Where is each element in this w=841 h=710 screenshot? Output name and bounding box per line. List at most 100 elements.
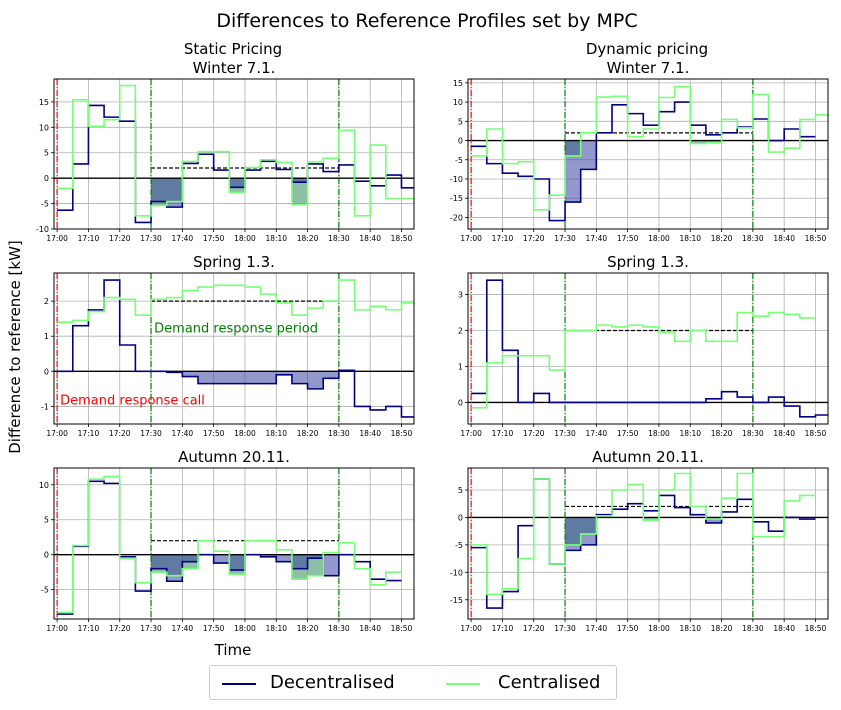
axes-frame [467, 78, 829, 230]
y-tick-label: 10 [39, 123, 49, 132]
axes-frame [53, 272, 415, 425]
x-tick-label: 17:30 [140, 234, 162, 243]
panel-5: Autumn 20.11. 17:00 17:10 17:20 17:30 17:40 17… [39, 448, 415, 633]
y-tick-label: 3 [458, 291, 463, 300]
x-tick-label: 17:00 [460, 429, 482, 438]
x-tick-label: 17:30 [140, 429, 162, 438]
y-tick-label: -1 [41, 402, 49, 411]
x-tick-label: 17:30 [140, 624, 162, 633]
x-tick-label: 17:20 [523, 624, 545, 633]
y-tick-label: 0 [458, 398, 463, 407]
legend-centralised-label: Centralised [498, 672, 601, 693]
column-title-static: Static Pricing [184, 40, 282, 58]
y-tick-label: 0 [44, 367, 49, 376]
x-tick-label: 17:20 [109, 234, 131, 243]
y-tick-label: 5 [458, 486, 463, 495]
y-tick-label: 0 [44, 551, 49, 560]
panel-title: Winter 7.1. [193, 59, 276, 77]
x-tick-label: 17:50 [203, 624, 225, 633]
series-centralised [471, 472, 816, 596]
panel-title: Spring 1.3. [193, 253, 275, 271]
x-tick-label: 18:40 [773, 624, 795, 633]
x-tick-label: 17:50 [203, 429, 225, 438]
figure-title: Differences to Reference Profiles set by… [216, 10, 637, 32]
x-tick-label: 18:20 [711, 624, 733, 633]
panel-1: Winter 7.1. 17:00 17:10 17:20 17:30 17:40 17:5… [36, 59, 415, 243]
y-tick-label: 15 [39, 98, 49, 107]
x-tick-label: 18:50 [391, 429, 413, 438]
axes-frame [467, 467, 829, 620]
x-tick-label: 18:10 [679, 624, 701, 633]
y-axis-label: Difference to reference [kW] [6, 240, 24, 454]
y-tick-label: -5 [41, 200, 49, 209]
x-tick-label: 17:50 [617, 234, 639, 243]
y-tick-label: -15 [450, 194, 463, 203]
column-title-dynamic: Dynamic pricing [586, 40, 708, 58]
x-tick-label: 17:40 [172, 429, 194, 438]
x-tick-label: 18:30 [328, 234, 350, 243]
x-tick-label: 17:40 [586, 429, 608, 438]
x-tick-label: 18:40 [359, 429, 381, 438]
legend-decentralised-swatch [222, 683, 256, 685]
y-tick-label: -10 [450, 175, 463, 184]
panel-4: Spring 1.3. 17:00 17:10 17:20 17:30 17:40 17:5… [458, 253, 829, 438]
y-tick-label: 2 [44, 297, 49, 306]
x-tick-label: 18:30 [742, 234, 764, 243]
y-tick-label: 0 [458, 137, 463, 146]
x-tick-label: 17:20 [523, 429, 545, 438]
panel-title: Spring 1.3. [607, 253, 689, 271]
x-tick-label: 18:20 [297, 429, 319, 438]
x-tick-label: 17:50 [617, 624, 639, 633]
y-tick-label: -10 [36, 225, 49, 234]
x-tick-label: 17:00 [46, 234, 68, 243]
x-axis-label: Time [214, 641, 252, 659]
axes-frame [467, 272, 829, 425]
series-decentralised [57, 104, 414, 224]
y-tick-label: 5 [44, 149, 49, 158]
x-tick-label: 18:00 [648, 234, 670, 243]
x-tick-label: 17:10 [78, 234, 100, 243]
y-tick-label: -20 [450, 213, 463, 222]
y-tick-label: -15 [450, 596, 463, 605]
x-tick-label: 17:40 [586, 234, 608, 243]
y-tick-label: 10 [453, 98, 463, 107]
series-centralised [57, 475, 402, 614]
x-tick-label: 18:00 [648, 624, 670, 633]
x-tick-label: 18:50 [391, 624, 413, 633]
annotation-call: Demand response call [60, 394, 205, 409]
x-tick-label: 17:10 [78, 429, 100, 438]
y-tick-label: 15 [453, 79, 463, 88]
x-tick-label: 18:40 [773, 429, 795, 438]
series-decentralised [471, 279, 828, 418]
x-tick-label: 17:40 [172, 624, 194, 633]
x-tick-label: 17:20 [109, 429, 131, 438]
x-tick-label: 18:40 [359, 234, 381, 243]
x-tick-label: 18:00 [234, 429, 256, 438]
series-centralised [471, 311, 816, 409]
x-tick-label: 18:40 [359, 624, 381, 633]
panel-title: Autumn 20.11. [178, 448, 290, 466]
legend-decentralised-label: Decentralised [270, 672, 395, 693]
x-tick-label: 18:10 [679, 429, 701, 438]
legend: Decentralised Centralised [209, 665, 617, 700]
y-tick-label: -5 [41, 586, 49, 595]
panel-2: Winter 7.1. 17:00 17:10 17:20 17:30 17:40 17:5… [450, 59, 829, 243]
shaded-area-decentralised [166, 371, 339, 389]
x-tick-label: 18:10 [265, 234, 287, 243]
x-tick-label: 18:30 [328, 624, 350, 633]
x-tick-label: 18:50 [391, 234, 413, 243]
x-tick-label: 18:30 [742, 429, 764, 438]
series-centralised [57, 84, 414, 217]
x-tick-label: 18:10 [679, 234, 701, 243]
x-tick-label: 17:40 [172, 234, 194, 243]
x-tick-label: 18:30 [328, 429, 350, 438]
x-tick-label: 18:50 [805, 234, 827, 243]
x-tick-label: 17:00 [460, 624, 482, 633]
x-tick-label: 18:20 [711, 429, 733, 438]
y-tick-label: 0 [44, 174, 49, 183]
panel-3: Spring 1.3. 17:00 17:10 17:20 17:30 17:40 17:5… [41, 253, 415, 438]
x-tick-label: 18:00 [234, 624, 256, 633]
series-centralised [57, 279, 414, 323]
panel-6: Autumn 20.11. 17:00 17:10 17:20 17:30 17:40 17… [450, 448, 829, 633]
